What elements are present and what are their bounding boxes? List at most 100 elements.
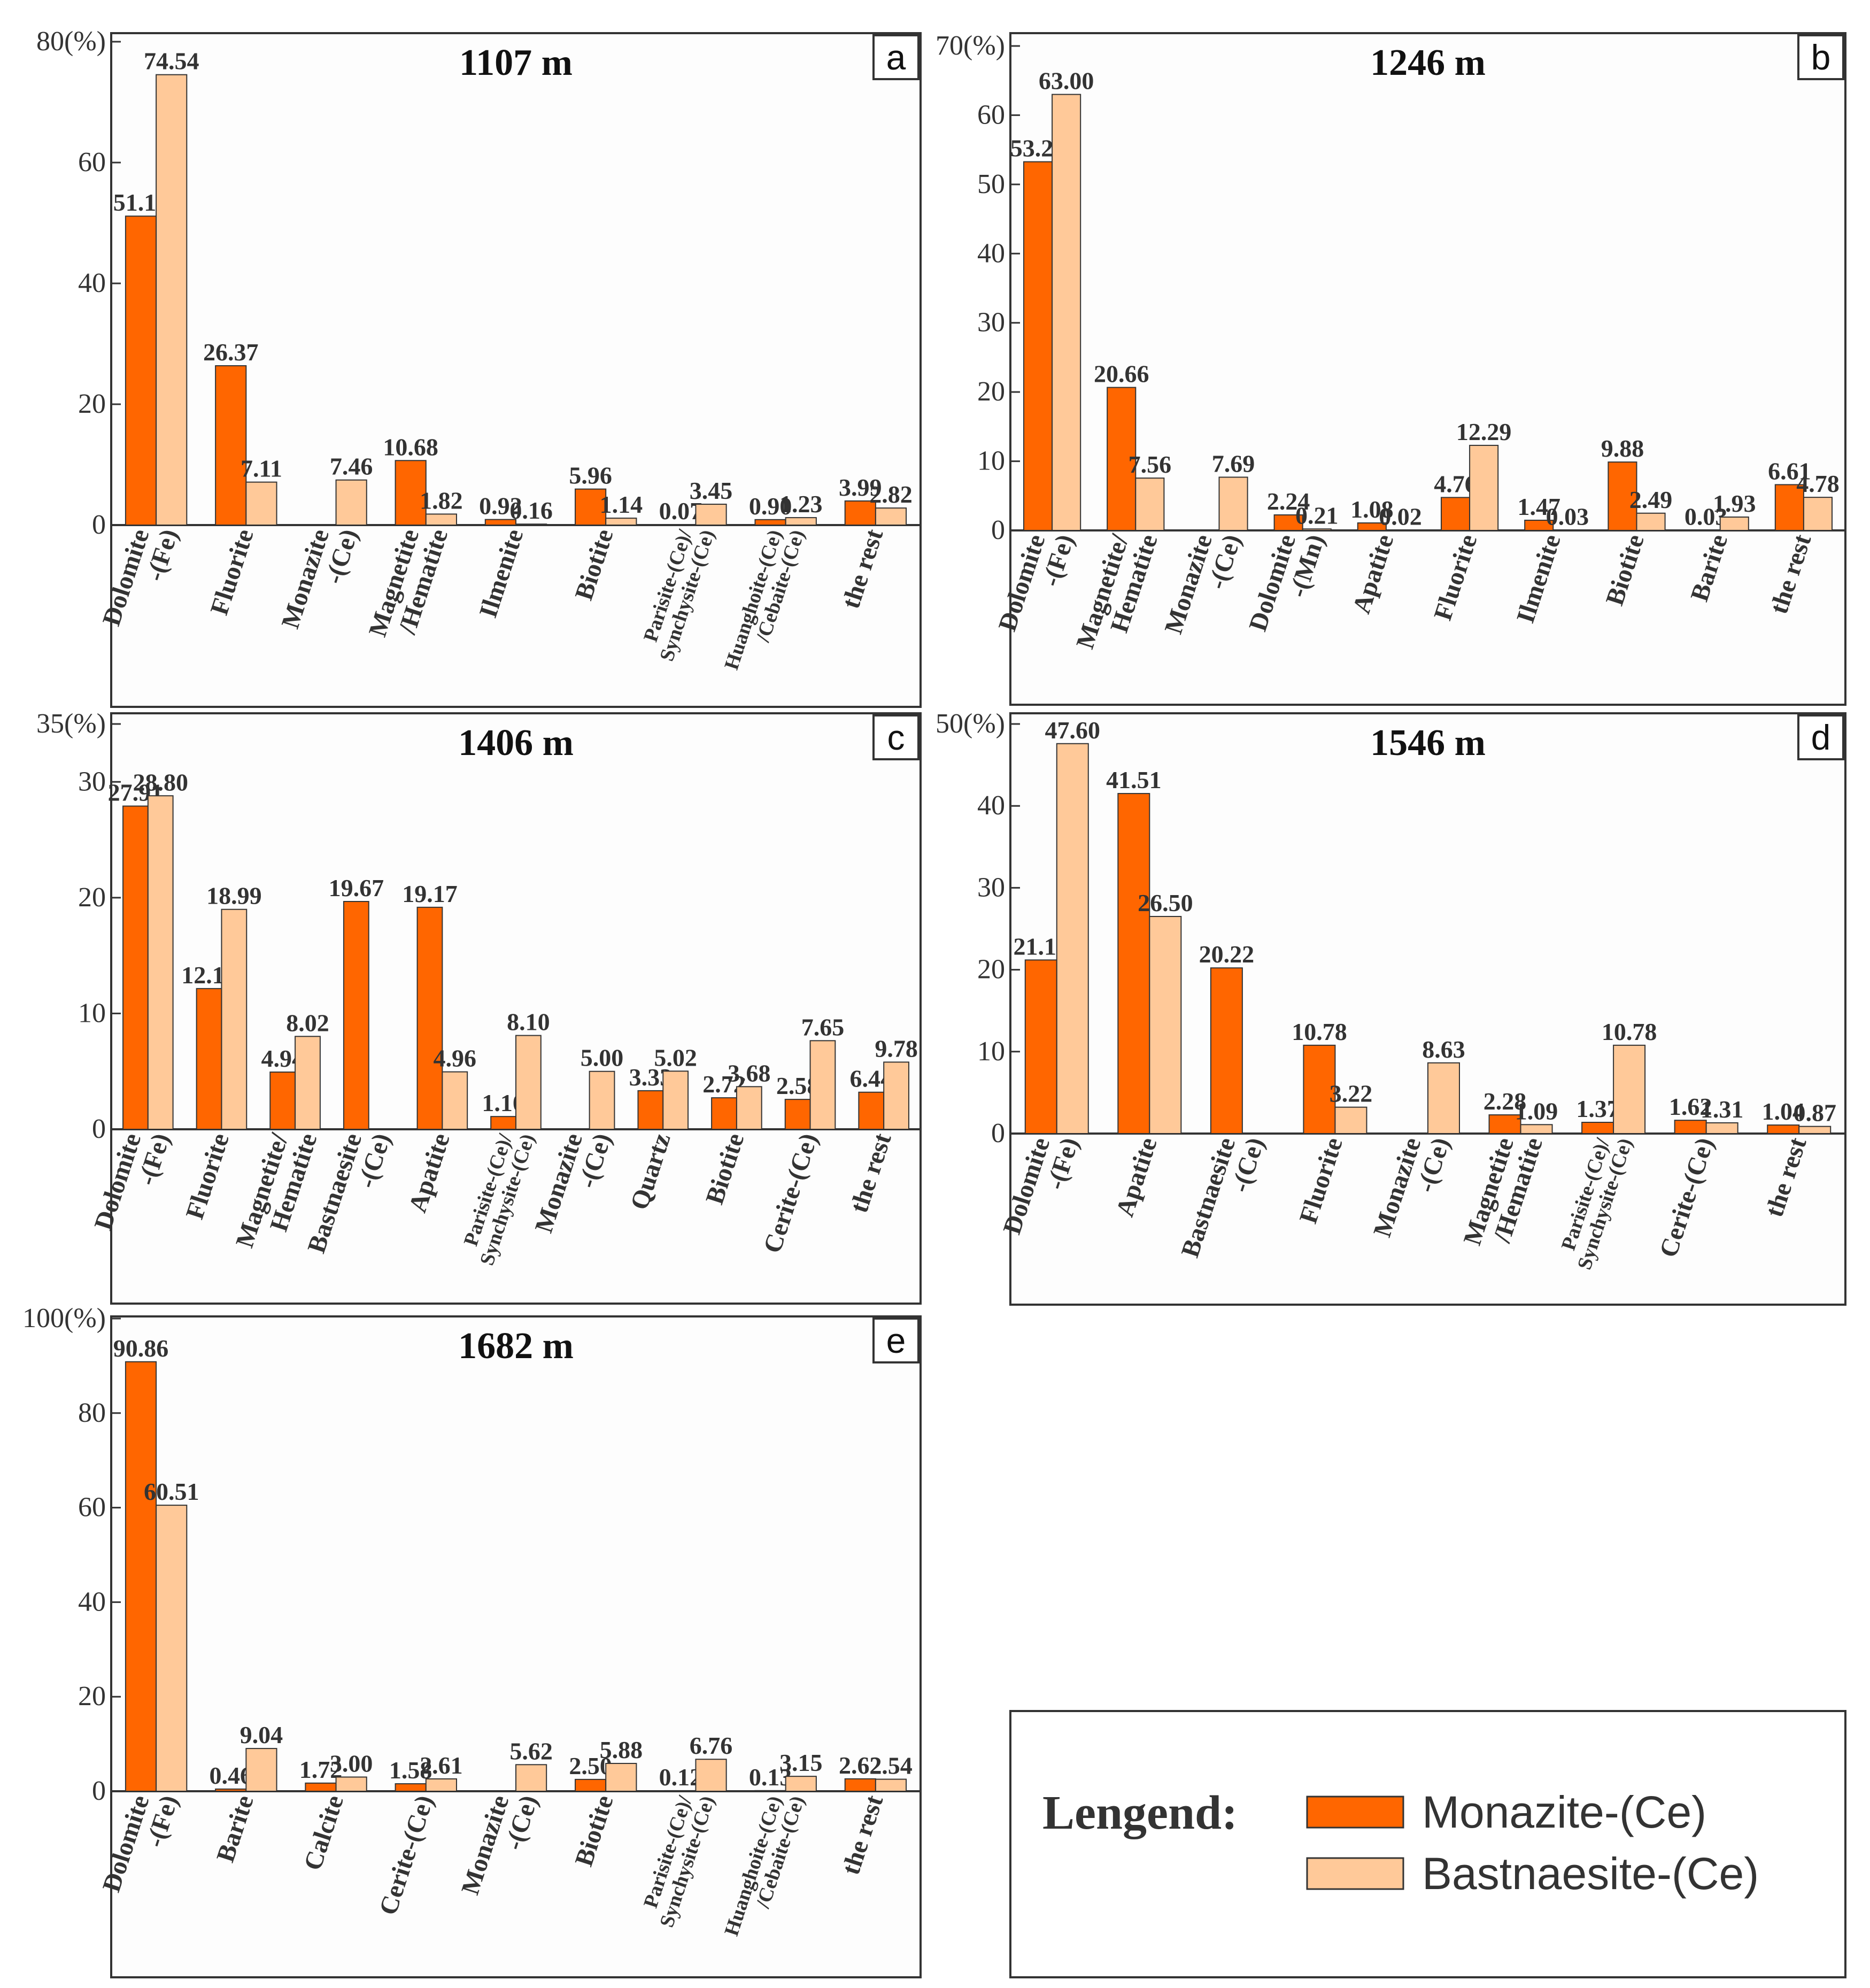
- bar-bastnaesite: [1052, 94, 1081, 531]
- data-label-monazite: 2.24: [1267, 488, 1310, 515]
- panel-letter-box: [1797, 714, 1844, 760]
- bar-bastnaesite: [1427, 1062, 1461, 1135]
- data-label-monazite: 1.37: [1576, 1095, 1619, 1122]
- panel-letter-box: [872, 1317, 919, 1363]
- data-label-monazite: 0.46: [209, 1762, 252, 1789]
- data-label-bastnaesite: 8.10: [507, 1008, 550, 1036]
- bar-monazite: [125, 215, 157, 526]
- y-tick-label: 50(%): [936, 708, 1005, 739]
- bar-bastnaesite: [1705, 1122, 1738, 1135]
- data-label-monazite: 2.28: [1483, 1088, 1527, 1115]
- y-tick-label: 80: [78, 1398, 106, 1428]
- data-label-bastnaesite: 2.54: [869, 1752, 913, 1779]
- bar-monazite: [1524, 519, 1554, 531]
- data-label-bastnaesite: 10.78: [1602, 1018, 1657, 1045]
- data-label-bastnaesite: 74.54: [144, 48, 199, 75]
- bar-bastnaesite: [425, 1778, 457, 1792]
- data-label-monazite: 6.61: [1768, 457, 1811, 484]
- bar-bastnaesite: [785, 1776, 817, 1792]
- bar-monazite: [215, 1788, 247, 1792]
- data-label-bastnaesite: 1.93: [1713, 490, 1756, 517]
- data-label-monazite: 3.99: [839, 474, 882, 501]
- y-tick-label: 30: [977, 872, 1005, 903]
- y-tick-label: 30: [977, 307, 1005, 338]
- data-label-bastnaesite: 4.96: [434, 1045, 477, 1072]
- bar-bastnaesite: [515, 1035, 542, 1130]
- bar-bastnaesite: [883, 1061, 909, 1130]
- y-tick-label: 40: [78, 268, 106, 298]
- bar-bastnaesite: [809, 1040, 836, 1130]
- bar-monazite: [269, 1072, 296, 1130]
- data-label-monazite: 19.17: [402, 880, 458, 907]
- data-label-bastnaesite: 5.02: [654, 1044, 697, 1071]
- data-label-monazite: 0.13: [749, 1763, 792, 1791]
- data-label-monazite: 2.50: [569, 1752, 612, 1779]
- bar-monazite: [858, 1091, 885, 1130]
- data-label-bastnaesite: 1.14: [600, 491, 643, 518]
- panel-frame: [1009, 32, 1846, 706]
- data-label-monazite: 10.78: [1292, 1018, 1347, 1045]
- bar-bastnaesite: [442, 1071, 468, 1130]
- data-label-bastnaesite: 5.62: [509, 1737, 553, 1764]
- panel-letter: e: [886, 1321, 906, 1360]
- data-label-bastnaesite: 18.99: [206, 882, 262, 910]
- bar-monazite: [711, 1097, 737, 1130]
- bar-bastnaesite: [515, 523, 547, 526]
- data-label-bastnaesite: 7.46: [330, 453, 373, 480]
- bar-monazite: [1357, 522, 1387, 531]
- data-label-bastnaesite: 63.00: [1039, 67, 1094, 95]
- legend-swatch-monazite: [1306, 1796, 1404, 1829]
- y-tick-label: 20: [977, 954, 1005, 985]
- bar-bastnaesite: [1218, 476, 1248, 531]
- data-label-bastnaesite: 6.76: [690, 1732, 733, 1759]
- bar-bastnaesite: [1636, 512, 1666, 531]
- bar-bastnaesite: [1135, 477, 1165, 531]
- bar-bastnaesite: [335, 479, 367, 526]
- bar-monazite: [1774, 484, 1804, 531]
- data-label-monazite: 2.62: [839, 1752, 882, 1779]
- y-tick-label: 0: [991, 1118, 1005, 1149]
- bar-bastnaesite: [605, 1763, 637, 1792]
- legend-label-monazite: Monazite-(Ce): [1422, 1787, 1706, 1837]
- data-label-bastnaesite: 8.63: [1422, 1036, 1465, 1063]
- data-label-bastnaesite: 7.65: [801, 1013, 845, 1041]
- bar-bastnaesite: [695, 1759, 727, 1792]
- bar-bastnaesite: [1056, 743, 1089, 1134]
- data-label-monazite: 20.22: [1199, 941, 1255, 968]
- bar-monazite: [844, 1778, 876, 1792]
- data-label-monazite: 1.72: [299, 1756, 343, 1783]
- y-tick-label: 0: [92, 1776, 106, 1806]
- y-tick-label: 60: [78, 147, 106, 178]
- legend: Lengend: Monazite-(Ce) Bastnaesite-(Ce): [1009, 1710, 1846, 1978]
- data-label-monazite: 26.37: [203, 338, 259, 366]
- bar-monazite: [1488, 1114, 1521, 1134]
- legend-swatch-bastnaesite: [1306, 1857, 1404, 1890]
- bar-bastnaesite: [221, 908, 248, 1130]
- y-tick-label: 10: [977, 446, 1005, 476]
- data-label-bastnaesite: 1.23: [779, 490, 823, 518]
- panel-letter-box: [872, 714, 919, 760]
- legend-frame: [1009, 1710, 1846, 1978]
- y-tick-label: 70(%): [936, 30, 1005, 61]
- bar-monazite: [305, 1782, 337, 1792]
- bar-bastnaesite: [425, 513, 457, 526]
- data-label-bastnaesite: 2.61: [420, 1752, 463, 1779]
- data-label-monazite: 20.66: [1094, 360, 1149, 388]
- data-label-bastnaesite: 5.00: [581, 1044, 624, 1072]
- bar-bastnaesite: [245, 1748, 277, 1792]
- bar-bastnaesite: [156, 1505, 188, 1792]
- panel-letter-box: [872, 34, 919, 80]
- bar-monazite: [416, 906, 443, 1130]
- y-tick-label: 0: [92, 510, 106, 540]
- bar-monazite: [1674, 1120, 1707, 1135]
- panel-title: 1406 m: [458, 722, 574, 764]
- bar-monazite: [1117, 793, 1150, 1134]
- y-tick-label: 20: [78, 1681, 106, 1712]
- data-label-monazite: 5.96: [569, 462, 612, 489]
- data-label-bastnaesite: 9.78: [875, 1035, 918, 1062]
- bar-monazite: [754, 519, 786, 526]
- data-label-monazite: 90.86: [113, 1335, 169, 1362]
